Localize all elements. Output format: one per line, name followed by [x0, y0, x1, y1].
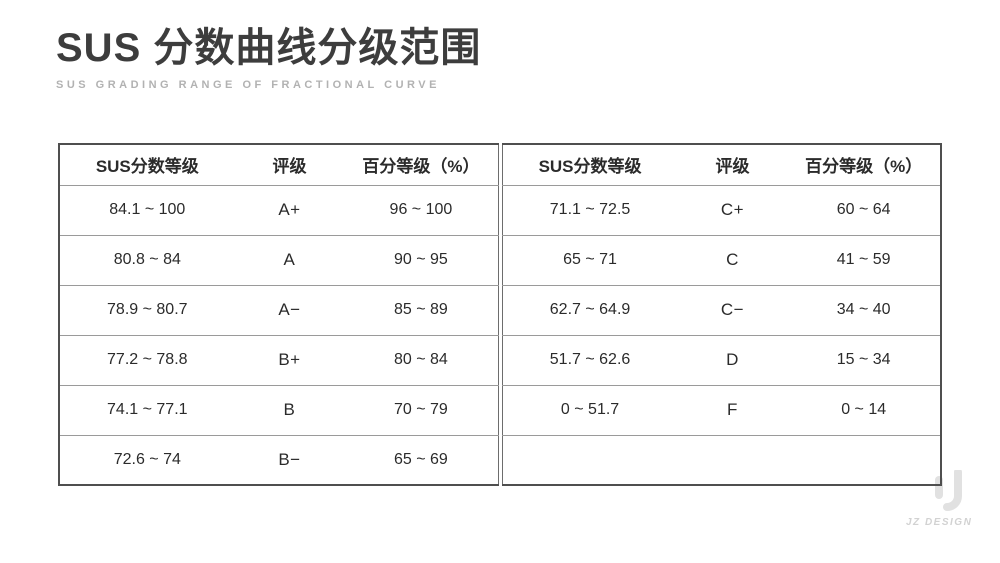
- grading-tables: SUS分数等级 评级 百分等级（%） 84.1 ~ 100 A+ 96 ~ 10…: [58, 143, 942, 486]
- column-header-percentile: 百分等级（%）: [805, 157, 923, 177]
- cell-percentile: 70 ~ 79: [394, 401, 448, 418]
- column-header-grade: 评级: [272, 157, 307, 177]
- cell-sus-range: 65 ~ 71: [563, 251, 617, 268]
- cell-grade: A: [283, 250, 296, 269]
- table-row: 71.1 ~ 72.5 C+ 60 ~ 64: [502, 185, 941, 235]
- cell-grade: F: [727, 400, 738, 419]
- table-header-row: SUS分数等级 评级 百分等级（%）: [59, 144, 498, 185]
- cell-percentile: 90 ~ 95: [394, 251, 448, 268]
- cell-sus-range: 84.1 ~ 100: [109, 201, 186, 218]
- column-header-sus-range: SUS分数等级: [538, 157, 642, 177]
- cell-sus-range: 0 ~ 51.7: [560, 401, 620, 418]
- grading-table-right: SUS分数等级 评级 百分等级（%） 71.1 ~ 72.5 C+ 60 ~ 6…: [501, 143, 942, 486]
- page-title: SUS 分数曲线分级范围: [56, 26, 482, 70]
- cell-percentile: 15 ~ 34: [836, 351, 891, 368]
- cell-grade: [678, 435, 788, 485]
- table-row: 51.7 ~ 62.6 D 15 ~ 34: [502, 335, 941, 385]
- cell-sus-range: 80.8 ~ 84: [113, 251, 181, 268]
- cell-grade: C: [726, 250, 739, 269]
- cell-sus-range: 51.7 ~ 62.6: [549, 351, 631, 368]
- table-header-row: SUS分数等级 评级 百分等级（%）: [502, 144, 941, 185]
- cell-percentile: 96 ~ 100: [389, 201, 453, 218]
- table-row: 74.1 ~ 77.1 B 70 ~ 79: [59, 385, 498, 435]
- cell-percentile: 60 ~ 64: [836, 201, 891, 218]
- column-header-grade: 评级: [715, 157, 750, 177]
- cell-grade: D: [726, 350, 739, 369]
- cell-percentile: 65 ~ 69: [394, 450, 448, 468]
- cell-percentile: 85 ~ 89: [394, 301, 448, 318]
- cell-grade: C−: [720, 300, 745, 319]
- cell-percentile: 34 ~ 40: [836, 301, 891, 318]
- cell-grade: C+: [720, 200, 745, 219]
- cell-sus-range: [502, 435, 678, 485]
- cell-percentile: 80 ~ 84: [394, 351, 448, 368]
- table-row: 0 ~ 51.7 F 0 ~ 14: [502, 385, 941, 435]
- cell-grade: A+: [278, 200, 301, 219]
- grading-table-left: SUS分数等级 评级 百分等级（%） 84.1 ~ 100 A+ 96 ~ 10…: [58, 143, 499, 486]
- cell-percentile: 41 ~ 59: [836, 251, 891, 268]
- table-row: 62.7 ~ 64.9 C− 34 ~ 40: [502, 285, 941, 335]
- watermark-text: JZ DESIGN: [906, 517, 973, 528]
- cell-grade: B: [283, 400, 296, 419]
- table-row: 80.8 ~ 84 A 90 ~ 95: [59, 235, 498, 285]
- cell-sus-range: 71.1 ~ 72.5: [549, 201, 631, 218]
- table-row: 72.6 ~ 74 B− 65 ~ 69: [59, 435, 498, 485]
- table-row: 78.9 ~ 80.7 A− 85 ~ 89: [59, 285, 498, 335]
- cell-grade: B−: [278, 449, 301, 469]
- table-row: 77.2 ~ 78.8 B+ 80 ~ 84: [59, 335, 498, 385]
- page-subtitle: SUS GRADING RANGE OF FRACTIONAL CURVE: [56, 79, 440, 91]
- cell-percentile: [787, 435, 941, 485]
- cell-grade: A−: [278, 300, 301, 319]
- cell-sus-range: 78.9 ~ 80.7: [107, 301, 188, 318]
- page-header: SUS 分数曲线分级范围 SUS GRADING RANGE OF FRACTI…: [56, 24, 481, 91]
- cell-sus-range: 62.7 ~ 64.9: [549, 301, 631, 318]
- column-header-sus-range: SUS分数等级: [95, 157, 199, 177]
- column-header-percentile: 百分等级（%）: [362, 157, 480, 177]
- cell-percentile: 0 ~ 14: [841, 401, 887, 418]
- table-row: 65 ~ 71 C 41 ~ 59: [502, 235, 941, 285]
- cell-grade: B+: [278, 350, 301, 369]
- cell-sus-range: 74.1 ~ 77.1: [107, 401, 188, 418]
- cell-sus-range: 77.2 ~ 78.8: [107, 351, 188, 368]
- cell-sus-range: 72.6 ~ 74: [113, 450, 181, 468]
- table-row: 84.1 ~ 100 A+ 96 ~ 100: [59, 185, 498, 235]
- table-row-empty: [502, 435, 941, 485]
